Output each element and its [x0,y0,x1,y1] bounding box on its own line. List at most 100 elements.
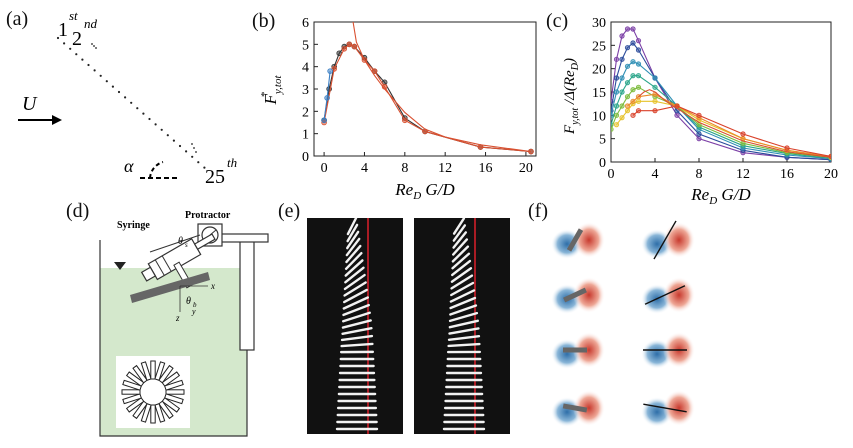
flow-label: U [22,93,38,115]
cylinder-dot [81,58,84,61]
cylinder-dot [75,53,78,56]
theta-s-label: θ [178,236,183,247]
flow-arrow-head [52,115,62,125]
series-group [321,22,534,155]
data-point [613,103,620,109]
last-cyl-label: 25 [205,166,225,188]
data-point [740,131,746,137]
plate-streak [341,327,373,335]
plate-streak [448,311,479,323]
y-tick-label: 1 [302,128,309,143]
y-tick-label: 4 [302,61,309,76]
data-point [619,115,625,121]
second-cyl-sup: nd [84,16,98,31]
series-line [611,42,831,161]
plate-streak [346,223,359,243]
cylinder-dot [130,101,133,104]
data-point [611,126,614,132]
series-line [611,86,831,158]
cylinder-dot [195,151,197,153]
protractor-label: Protractor [185,210,231,221]
plot-frame [313,21,537,157]
series-line [627,93,831,157]
data-point [613,89,620,95]
plate-streak [340,334,374,342]
panel-a-label: (a) [6,8,29,30]
data-point [652,108,658,114]
cylinder-dot [191,143,193,145]
y-tick-label: 0 [599,156,606,171]
plate-streak [341,319,372,329]
cylinder-dot [93,45,95,47]
cylinder-array [56,36,206,169]
panel-b-label: (b) [252,10,276,32]
y-tick-label: 30 [592,16,606,31]
plate [563,287,587,303]
second-cyl-label: 2 [72,28,82,50]
ring-plate [125,371,145,387]
panel-c: (c) 0 4 8 12 16 20 0 5 10 15 20 25 30 ReD G/D Fy,tot /… [546,0,846,205]
ring-plate [122,379,142,391]
cylinder-dot [117,90,121,94]
cylinder-dot [154,123,157,126]
data-point [611,112,614,118]
data-point [635,98,642,104]
panel-b: (b) 0 4 8 12 16 20 0 1 2 3 4 5 6 ReD G/D Fy,tot* [246,0,546,205]
y-tick-label: 20 [592,63,606,78]
series-line [323,43,532,153]
cylinder-dot [87,63,90,67]
data-point [630,59,636,65]
series-group [611,26,831,162]
x-tick-label: 0 [608,167,615,182]
data-point [619,56,625,62]
cylinder-dot [99,74,102,77]
plate-streak [451,245,470,263]
x-tick-label: 4 [652,167,659,182]
ring-plate [140,361,152,381]
plate-streak [344,252,363,270]
data-point [402,117,408,124]
x-tick-label: 12 [438,161,452,176]
panel-c-label: (c) [546,10,569,32]
cylinder-dot [178,144,182,148]
ring-plate [158,364,174,384]
data-point [630,87,636,93]
panel-e: (e) [270,200,420,448]
cylinder-dot [203,166,206,169]
photo-e-left [307,216,403,434]
plate-streak [447,335,481,341]
y-tick-label: 5 [599,133,606,148]
data-point [630,26,636,32]
x-tick-label: 20 [824,167,838,182]
data-point [624,45,631,51]
data-point [630,98,636,104]
y-tick-label: 10 [592,109,606,124]
plate-streak [451,252,471,270]
theta-b-label: θ [186,296,191,307]
cylinder-dot [197,161,200,164]
x-axis-label: ReD G/D [394,180,455,202]
cylinder-dot [172,139,175,142]
plate-streak [344,266,365,284]
ring-plate [154,361,166,381]
plate [653,220,677,260]
plate-streak [450,274,474,290]
cylinder-dot [166,134,169,137]
x-axis-label: x [210,281,215,291]
plate-streak [344,259,364,277]
ring-plate [140,403,152,423]
plate-streak [342,311,371,323]
first-cyl-sup: st [69,8,78,23]
data-point [635,73,642,79]
data-point [784,145,790,151]
plate-streak [342,296,369,310]
last-cyl-sup: th [227,155,237,170]
plate [562,403,588,413]
vorticity-fields [551,220,695,427]
chart-c: 0 4 8 12 16 20 0 5 10 15 20 25 30 ReD G/D Fy,tot /Δ(Re… [562,16,838,205]
data-point [341,45,348,52]
x-tick-label: 12 [736,167,750,182]
data-point [321,117,327,124]
x-tick-label: 4 [361,161,368,176]
